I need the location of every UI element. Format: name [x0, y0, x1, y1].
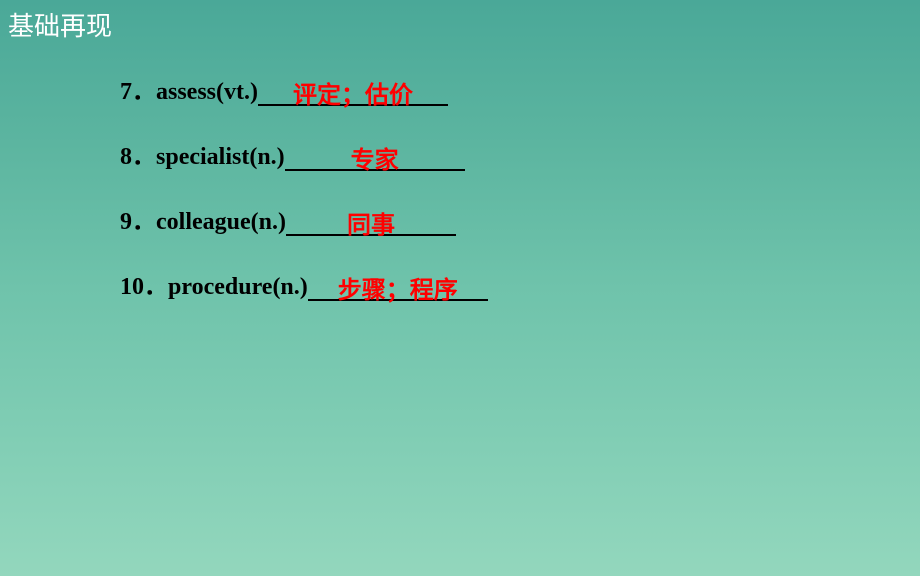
item-word: colleague(n.) — [156, 209, 286, 236]
blank-wrap: 同事 — [286, 207, 456, 236]
vocab-row: 7． assess(vt.) 评定；估价 — [120, 71, 920, 106]
vocab-row: 10． procedure(n.) 步骤；程序 — [120, 266, 920, 301]
section-header: 基础再现 — [0, 0, 920, 49]
item-number: 7． — [120, 71, 156, 106]
vocab-row: 8． specialist(n.) 专家 — [120, 136, 920, 171]
item-word: specialist(n.) — [156, 144, 285, 171]
item-answer: 同事 — [286, 205, 456, 240]
item-number: 8． — [120, 136, 156, 171]
blank-wrap: 步骤；程序 — [308, 272, 488, 301]
item-number: 10． — [120, 266, 168, 301]
item-answer: 专家 — [285, 140, 465, 175]
vocab-row: 9． colleague(n.) 同事 — [120, 201, 920, 236]
item-number: 9． — [120, 201, 156, 236]
blank-wrap: 评定；估价 — [258, 77, 448, 106]
item-word: procedure(n.) — [168, 274, 308, 301]
item-answer: 步骤；程序 — [308, 270, 488, 305]
item-answer: 评定；估价 — [258, 75, 448, 110]
vocab-list: 7． assess(vt.) 评定；估价 8． specialist(n.) 专… — [0, 49, 920, 301]
item-word: assess(vt.) — [156, 79, 258, 106]
blank-wrap: 专家 — [285, 142, 465, 171]
